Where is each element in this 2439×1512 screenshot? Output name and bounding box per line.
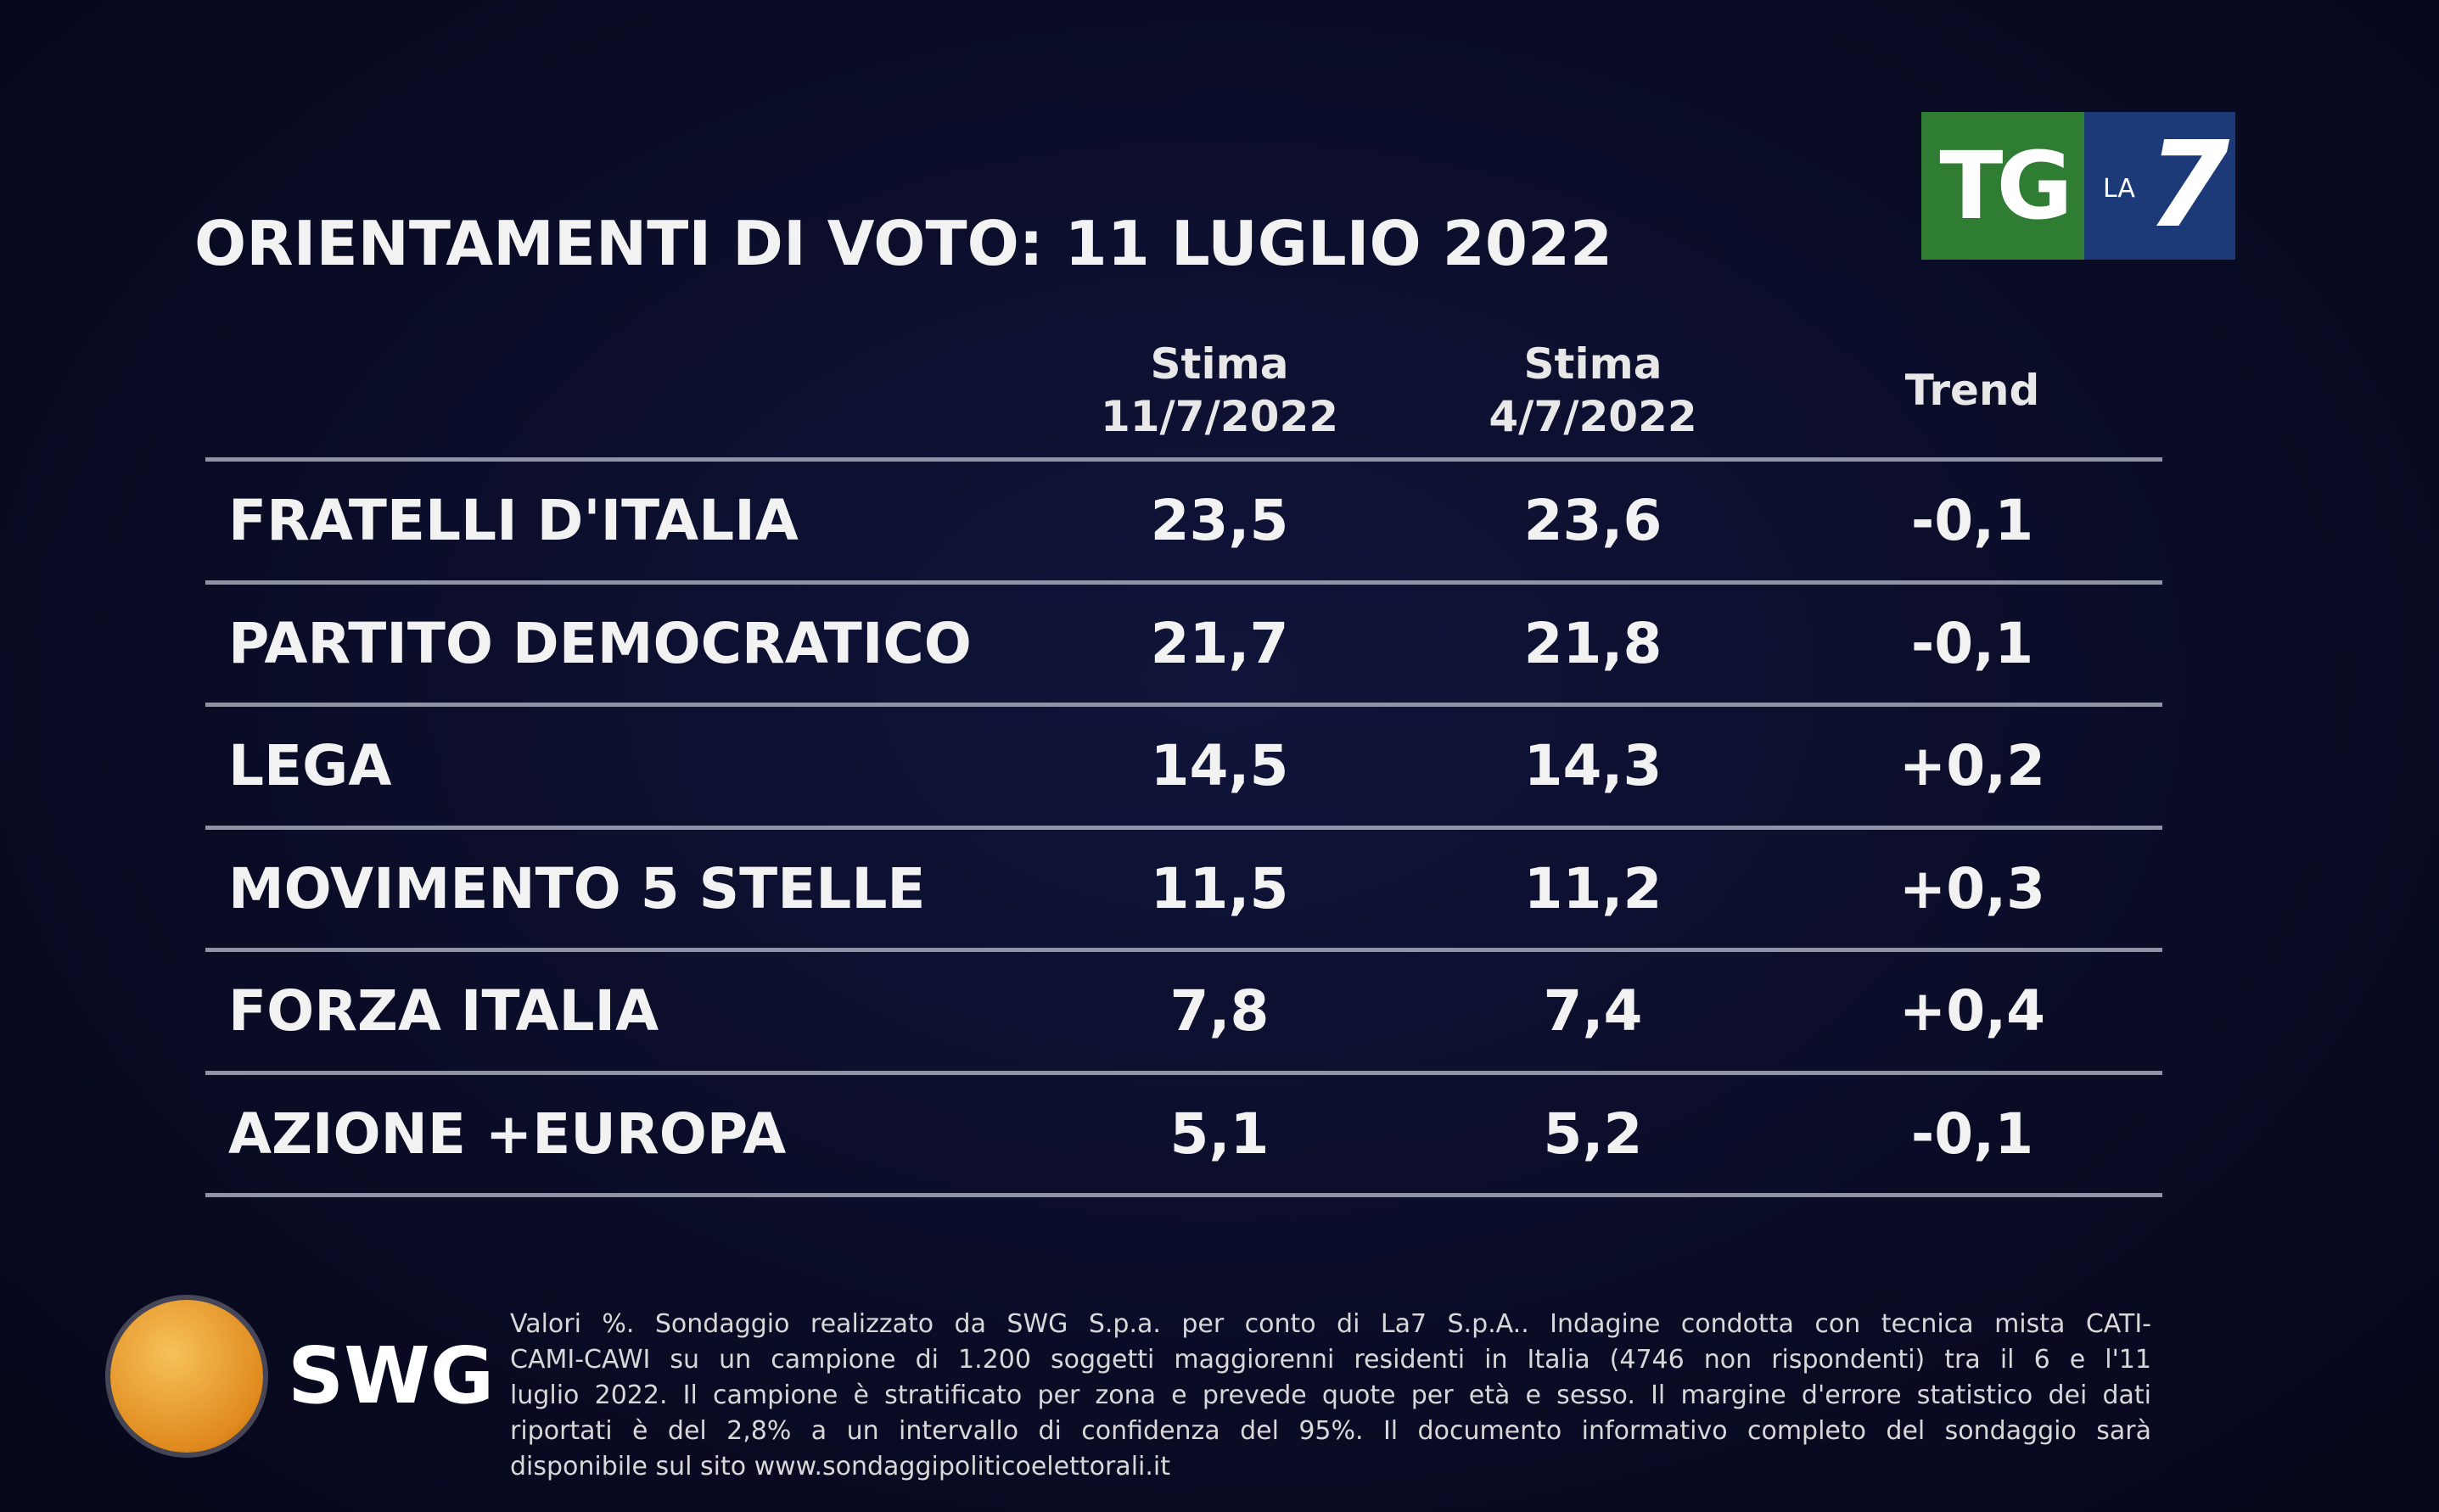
value-cell: 23,5 (1150, 488, 1289, 554)
value-cell: 5,1 (1169, 1100, 1270, 1167)
rule (205, 580, 2162, 585)
value-cell: 5,2 (1543, 1100, 1643, 1167)
value-cell: +0,4 (1898, 978, 2046, 1044)
value-cell: 11,2 (1523, 855, 1662, 921)
footnote-line: luglio 2022. Il campione è stratificato … (510, 1380, 2151, 1410)
column-header-line: Stima (1150, 339, 1289, 389)
rule (205, 1070, 2162, 1075)
value-cell: 23,6 (1523, 488, 1662, 554)
footnote-line: riportati è del 2,8% a un intervallo di … (510, 1416, 2151, 1446)
column-header: Trend (1786, 364, 2159, 417)
rule (205, 457, 2162, 462)
logo-la: LA (2103, 174, 2135, 204)
value-cell: +0,2 (1898, 733, 2046, 799)
logo-tg-box (1921, 112, 2084, 260)
column-header-line: Stima (1523, 339, 1662, 389)
rule (205, 948, 2162, 952)
logo-la7-box (2084, 112, 2235, 260)
column-header: Stima 11/7/2022 (1033, 338, 1406, 443)
column-header-line: 11/7/2022 (1100, 392, 1339, 441)
rule (205, 703, 2162, 707)
value-cell: 21,7 (1150, 610, 1289, 676)
brand: SWG (288, 1330, 495, 1421)
column-header: Stima 4/7/2022 (1406, 338, 1780, 443)
party-name: MOVIMENTO 5 STELLE (228, 855, 926, 921)
column-header-line: Trend (1904, 366, 2040, 415)
footnote-line: Valori %. Sondaggio realizzato da SWG S.… (510, 1309, 2151, 1339)
value-cell: 7,4 (1543, 978, 1643, 1044)
value-cell: 14,5 (1150, 733, 1289, 799)
value-cell: -0,1 (1910, 610, 2034, 676)
party-name: LEGA (228, 733, 392, 799)
rule (205, 825, 2162, 830)
value-cell: 7,8 (1169, 978, 1270, 1044)
party-name: PARTITO DEMOCRATICO (228, 610, 972, 676)
footnote-line: CAMI-CAWI su un campione di 1.200 sogget… (510, 1345, 2151, 1375)
title: ORIENTAMENTI DI VOTO: 11 LUGLIO 2022 (194, 208, 1613, 279)
footnote: Valori %. Sondaggio realizzato da SWG S.… (510, 1307, 2151, 1485)
column-header-line: 4/7/2022 (1489, 392, 1697, 441)
rule (205, 1193, 2162, 1197)
party-name: FORZA ITALIA (228, 978, 659, 1044)
value-cell: 21,8 (1523, 610, 1662, 676)
party-name: AZIONE +EUROPA (228, 1100, 787, 1167)
value-cell: -0,1 (1910, 488, 2034, 554)
logo-seven: 7 (2147, 116, 2230, 255)
value-cell: 14,3 (1523, 733, 1662, 799)
party-name: FRATELLI D'ITALIA (228, 488, 799, 554)
value-cell: 11,5 (1150, 855, 1289, 921)
value-cell: -0,1 (1910, 1100, 2034, 1167)
value-cell: +0,3 (1898, 855, 2046, 921)
swg-logo (110, 1300, 263, 1453)
logo-tg: TG (1939, 132, 2072, 240)
footnote-line: disponibile sul sito www.sondaggipolitic… (510, 1452, 1170, 1481)
